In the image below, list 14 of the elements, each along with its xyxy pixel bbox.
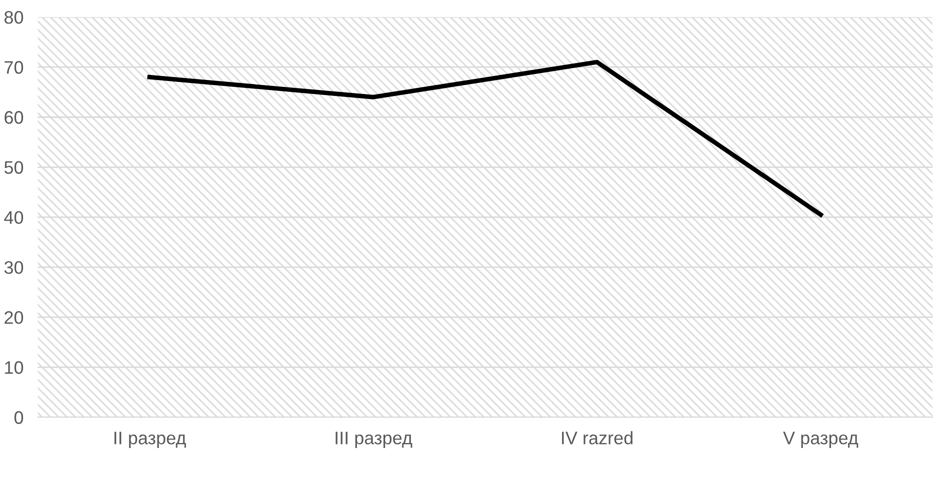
y-tick-label: 80 (4, 11, 24, 24)
y-tick-label: 10 (5, 361, 24, 374)
y-tick-label: 50 (4, 161, 24, 174)
x-tick-label: III разред (336, 432, 412, 448)
y-tick-label: 20 (4, 311, 24, 324)
y-tick-label: 60 (4, 111, 24, 124)
y-tick-label: 70 (4, 61, 24, 74)
x-tick-label: V разред (783, 432, 858, 448)
y-tick-label: 40 (4, 211, 24, 224)
x-tick-label: IV razred (562, 431, 632, 444)
line-series (147, 60, 823, 217)
y-tick-label: 30 (4, 261, 24, 274)
y-tick-label: 0 (14, 411, 24, 424)
x-tick-label: II разред (114, 432, 186, 448)
